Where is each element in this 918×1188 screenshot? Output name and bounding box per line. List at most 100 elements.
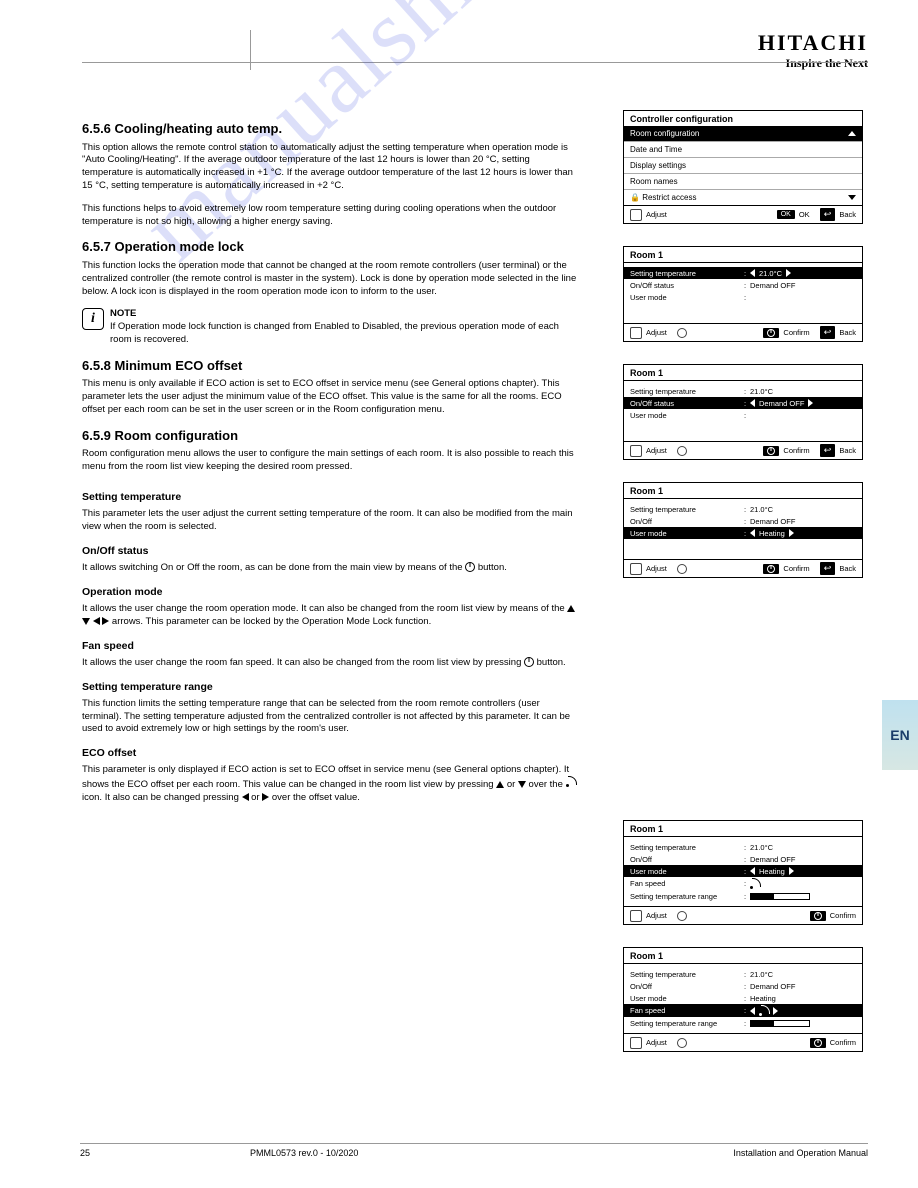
select-icon	[677, 564, 687, 574]
range-bar-icon	[750, 893, 810, 900]
panel1-item1: Date and Time	[630, 145, 682, 154]
fan-icon	[750, 879, 760, 889]
triangle-up-icon-2	[496, 781, 504, 788]
p6-r1k: On/Off	[630, 982, 740, 991]
header-rule	[82, 62, 868, 63]
triangle-up-icon	[567, 605, 575, 612]
p6-r0k: Setting temperature	[630, 970, 740, 979]
subhead-fan: Fan speed	[82, 639, 582, 653]
para-fan-b: button.	[537, 657, 566, 668]
para-6-5-7: This function locks the operation mode t…	[82, 260, 582, 298]
triangle-left-icon	[93, 617, 100, 625]
brand-tagline: Inspire the Next	[758, 56, 868, 71]
p4-r2v: Heating	[759, 529, 785, 538]
fan-icon	[759, 1006, 769, 1016]
nav-pad-icon	[630, 445, 642, 457]
scroll-up-icon	[848, 131, 856, 136]
para-onoff-a: It allows switching On or Off the room, …	[82, 562, 465, 573]
p3-r0k: Setting temperature	[630, 387, 740, 396]
panel1-item0: Room configuration	[630, 129, 699, 138]
footer-doc-rev: PMML0573 rev.0 - 10/2020	[250, 1148, 358, 1158]
confirm-button-icon	[763, 328, 779, 338]
body-text-column: 6.5.6 Cooling/heating auto temp. This op…	[82, 110, 582, 815]
p6-r4k: Setting temperature range	[630, 1019, 740, 1028]
p2-adjust: Adjust	[646, 328, 667, 337]
page-number: 25	[80, 1148, 90, 1158]
select-icon	[677, 446, 687, 456]
right-arrow-icon	[789, 529, 794, 537]
para-range: This function limits the setting tempera…	[82, 698, 582, 736]
nav-pad-icon	[630, 327, 642, 339]
p2-r1v: Demand OFF	[750, 281, 856, 290]
triangle-down-icon	[82, 618, 90, 625]
p5-r2k: User mode	[630, 867, 740, 876]
header-vline	[250, 30, 251, 70]
p3-r2k: User mode	[630, 411, 740, 420]
panel-room-mode: Room 1 Setting temperature:21.0°C On/Off…	[623, 482, 863, 578]
heading-6-5-9: 6.5.9 Room configuration	[82, 427, 582, 445]
brand-logo: HITACHI	[758, 30, 868, 56]
panel1-item2: Display settings	[630, 161, 686, 170]
panel-room-fan: Room 1 Setting temperature:21.0°C On/Off…	[623, 820, 863, 925]
p2-r2k: User mode	[630, 293, 740, 302]
panel-room-fan2: Room 1 Setting temperature:21.0°C On/Off…	[623, 947, 863, 1052]
panel5-title: Room 1	[624, 821, 862, 836]
p4-r0k: Setting temperature	[630, 505, 740, 514]
panel1-item3: Room names	[630, 177, 678, 186]
footer-ok: OK	[799, 210, 810, 219]
power-icon-2	[524, 657, 534, 667]
select-icon	[677, 328, 687, 338]
p2-r0k: Setting temperature	[630, 269, 740, 278]
confirm-button-icon	[763, 446, 779, 456]
panel-room-settemp: Room 1 Setting temperature:21.0°C On/Off…	[623, 246, 863, 342]
p3-confirm: Confirm	[783, 446, 809, 455]
para-opmode-a: It allows the user change the room opera…	[82, 603, 567, 614]
nav-pad-icon	[630, 563, 642, 575]
p2-back: Back	[839, 328, 856, 337]
select-icon	[677, 911, 687, 921]
para-eco-b: or	[507, 779, 518, 790]
p5-r2v: Heating	[759, 867, 785, 876]
p5-r0k: Setting temperature	[630, 843, 740, 852]
footer-back: Back	[839, 210, 856, 219]
triangle-right-icon	[102, 617, 109, 625]
panel-room-onoff: Room 1 Setting temperature:21.0°C On/Off…	[623, 364, 863, 460]
p6-r0v: 21.0°C	[750, 970, 856, 979]
right-arrow-icon	[789, 867, 794, 875]
p2-confirm: Confirm	[783, 328, 809, 337]
p4-adjust: Adjust	[646, 564, 667, 573]
panel-controller-config: Controller configuration Room configurat…	[623, 110, 863, 224]
para-eco-e: or	[251, 792, 262, 803]
select-icon	[677, 1038, 687, 1048]
p3-r0v: 21.0°C	[750, 387, 856, 396]
p4-back: Back	[839, 564, 856, 573]
para-fan-a: It allows the user change the room fan s…	[82, 657, 524, 668]
p2-r0v: 21.0°C	[759, 269, 782, 278]
p3-r1v: Demand OFF	[759, 399, 804, 408]
para-eco-c: over the	[529, 779, 566, 790]
p6-r1v: Demand OFF	[750, 982, 856, 991]
return-icon: ↩	[820, 208, 836, 221]
fan-icon	[566, 777, 576, 787]
p4-r1v: Demand OFF	[750, 517, 856, 526]
para-onoff-b: button.	[478, 562, 507, 573]
panel3-title: Room 1	[624, 365, 862, 380]
left-arrow-icon	[750, 1007, 755, 1015]
info-icon: i	[82, 308, 104, 330]
p2-r1k: On/Off status	[630, 281, 740, 290]
p6-adjust: Adjust	[646, 1038, 667, 1047]
subhead-eco: ECO offset	[82, 746, 582, 760]
lock-icon: 🔒	[630, 193, 640, 202]
p5-r4k: Setting temperature range	[630, 892, 740, 901]
panel4-title: Room 1	[624, 483, 862, 498]
page-footer: 25 PMML0573 rev.0 - 10/2020Installation …	[80, 1143, 868, 1158]
p4-r0v: 21.0°C	[750, 505, 856, 514]
triangle-left-icon-2	[242, 793, 249, 801]
para-opmode-b: arrows. This parameter can be locked by …	[112, 616, 431, 627]
subhead-onoff: On/Off status	[82, 544, 582, 558]
heading-6-5-7: 6.5.7 Operation mode lock	[82, 238, 582, 256]
para-6-5-9: Room configuration menu allows the user …	[82, 448, 582, 474]
p5-adjust: Adjust	[646, 911, 667, 920]
note-text: NOTE If Operation mode lock function is …	[110, 308, 582, 346]
ok-button-icon: OK	[777, 210, 795, 219]
